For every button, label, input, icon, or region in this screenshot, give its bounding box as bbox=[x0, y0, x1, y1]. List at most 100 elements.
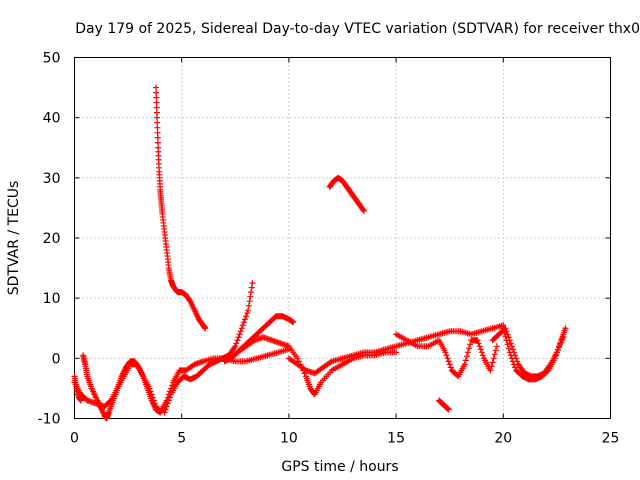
data-point bbox=[248, 289, 255, 296]
data-point bbox=[507, 352, 514, 359]
data-point bbox=[154, 134, 161, 141]
data-point bbox=[506, 349, 513, 356]
data-point bbox=[477, 346, 484, 353]
data-point bbox=[464, 349, 471, 356]
data-point bbox=[153, 99, 160, 106]
x-tick-label: 15 bbox=[387, 431, 405, 447]
data-point bbox=[557, 340, 564, 347]
series-trace-m bbox=[435, 397, 452, 413]
data-point bbox=[467, 341, 474, 348]
data-point bbox=[232, 343, 239, 350]
data-point bbox=[508, 355, 515, 362]
data-point bbox=[562, 325, 569, 332]
data-point bbox=[511, 361, 518, 368]
data-point bbox=[489, 359, 496, 366]
series-trace-l bbox=[500, 325, 569, 383]
data-point bbox=[202, 325, 209, 332]
data-point bbox=[476, 343, 483, 350]
data-point bbox=[243, 313, 250, 320]
data-point bbox=[505, 345, 512, 352]
data-point bbox=[393, 349, 400, 356]
data-point bbox=[77, 397, 84, 404]
data-point bbox=[556, 343, 563, 350]
data-point bbox=[504, 341, 511, 348]
data-point bbox=[164, 400, 171, 407]
data-point bbox=[501, 329, 508, 336]
data-point bbox=[166, 394, 173, 401]
data-point bbox=[154, 114, 161, 121]
data-point bbox=[478, 349, 485, 356]
chart-title: Day 179 of 2025, Sidereal Day-to-day VTE… bbox=[75, 21, 640, 37]
data-point bbox=[479, 352, 486, 359]
data-point bbox=[161, 409, 168, 416]
data-point bbox=[290, 319, 297, 326]
x-tick-label: 5 bbox=[177, 431, 186, 447]
x-tick-label: 25 bbox=[602, 431, 620, 447]
series-trace-d bbox=[152, 84, 209, 332]
data-point bbox=[461, 361, 468, 368]
data-point bbox=[487, 367, 494, 374]
data-point bbox=[488, 363, 495, 370]
data-point bbox=[443, 352, 450, 359]
data-point bbox=[553, 349, 560, 356]
series-trace-g bbox=[234, 334, 400, 398]
data-point bbox=[474, 337, 481, 344]
data-point bbox=[552, 352, 559, 359]
series-trace-i bbox=[326, 174, 367, 214]
data-point bbox=[245, 307, 252, 314]
data-point bbox=[153, 104, 160, 111]
data-point bbox=[240, 319, 247, 326]
data-point bbox=[234, 337, 241, 344]
data-point bbox=[152, 84, 159, 91]
data-point bbox=[154, 119, 161, 126]
y-axis-label: SDTVAR / TECUs bbox=[6, 181, 22, 296]
data-point bbox=[236, 331, 243, 338]
x-axis-label: GPS time / hours bbox=[281, 459, 398, 475]
x-tick-label: 20 bbox=[494, 431, 512, 447]
data-point bbox=[245, 302, 252, 309]
y-tick-label: 40 bbox=[43, 111, 61, 127]
series-trace-e bbox=[161, 280, 256, 416]
axis-ticks: 0 5 10 15 20 25 -10 0 10 20 30 40 50 bbox=[38, 51, 620, 447]
data-point bbox=[153, 109, 160, 116]
data-point bbox=[154, 124, 161, 131]
data-point bbox=[493, 343, 500, 350]
data-point bbox=[294, 355, 301, 362]
data-point bbox=[249, 280, 256, 287]
y-tick-label: 20 bbox=[43, 231, 61, 247]
data-point bbox=[445, 358, 452, 365]
data-point bbox=[551, 355, 558, 362]
data-point bbox=[237, 328, 244, 335]
data-point bbox=[235, 334, 242, 341]
data-point bbox=[247, 293, 254, 300]
data-point bbox=[491, 351, 498, 358]
data-point bbox=[492, 347, 499, 354]
data-point bbox=[246, 298, 253, 305]
data-point bbox=[238, 325, 245, 332]
data-point bbox=[508, 343, 515, 350]
series-trace-b bbox=[80, 352, 168, 422]
data-point bbox=[544, 368, 551, 375]
data-point bbox=[248, 284, 255, 291]
data-point bbox=[512, 364, 519, 371]
series-trace-j bbox=[393, 331, 500, 380]
data-point bbox=[463, 353, 470, 360]
data-point bbox=[500, 325, 507, 332]
y-tick-label: 0 bbox=[52, 351, 61, 367]
data-point bbox=[505, 334, 512, 341]
data-point bbox=[444, 355, 451, 362]
data-point bbox=[239, 322, 246, 329]
data-point bbox=[503, 337, 510, 344]
data-point bbox=[554, 346, 561, 353]
data-point bbox=[507, 340, 514, 347]
data-point bbox=[233, 340, 240, 347]
data-point bbox=[154, 139, 161, 146]
data-points bbox=[71, 84, 569, 422]
data-point bbox=[447, 364, 454, 371]
data-point bbox=[163, 403, 170, 410]
data-point bbox=[442, 349, 449, 356]
data-point bbox=[462, 357, 469, 364]
data-point bbox=[465, 345, 472, 352]
data-point bbox=[502, 333, 509, 340]
